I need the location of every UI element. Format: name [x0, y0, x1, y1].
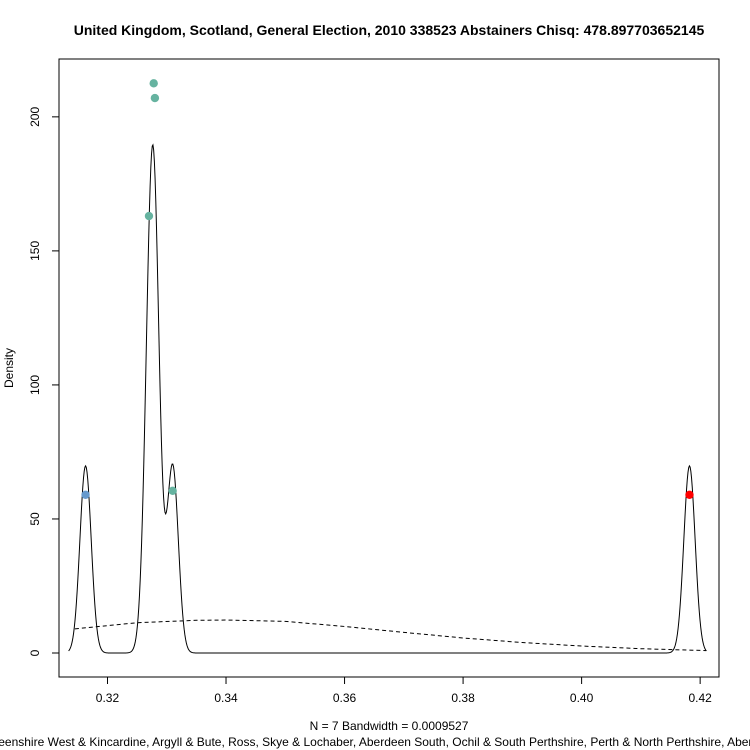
- x-tick-label: 0.40: [570, 691, 594, 705]
- points-layer: [81, 79, 694, 500]
- y-tick-label: 100: [28, 375, 42, 395]
- y-tick-label: 50: [28, 512, 42, 526]
- x-tick-label: 0.36: [333, 691, 357, 705]
- density-line: [68, 143, 707, 654]
- y-tick-label: 150: [28, 241, 42, 261]
- x-tick-label: 0.38: [451, 691, 475, 705]
- series-layer: [68, 143, 707, 654]
- data-point: [685, 490, 694, 500]
- chart-title: United Kingdom, Scotland, General Electi…: [74, 22, 705, 38]
- x-tick-label: 0.32: [96, 691, 120, 705]
- data-point: [81, 490, 90, 500]
- data-point: [168, 486, 177, 496]
- y-axis-label: Density: [2, 348, 16, 388]
- x-axis: 0.32 0.34 0.36 0.38 0.40 0.42: [96, 676, 712, 705]
- data-point: [144, 211, 154, 221]
- y-tick-label: 0: [28, 649, 42, 656]
- y-axis: 0 50 100 150 200: [28, 107, 60, 656]
- plot-frame: [58, 58, 720, 678]
- x-tick-label: 0.34: [214, 691, 238, 705]
- x-axis-label: N = 7 Bandwidth = 0.0009527: [310, 719, 469, 733]
- data-point: [150, 93, 160, 103]
- x-tick-label: 0.42: [688, 691, 712, 705]
- data-point: [149, 79, 158, 88]
- reference-density-line: [74, 619, 707, 652]
- y-tick-label: 200: [28, 107, 42, 127]
- observation-names: Aberdeenshire West & Kincardine, Argyll …: [0, 735, 750, 749]
